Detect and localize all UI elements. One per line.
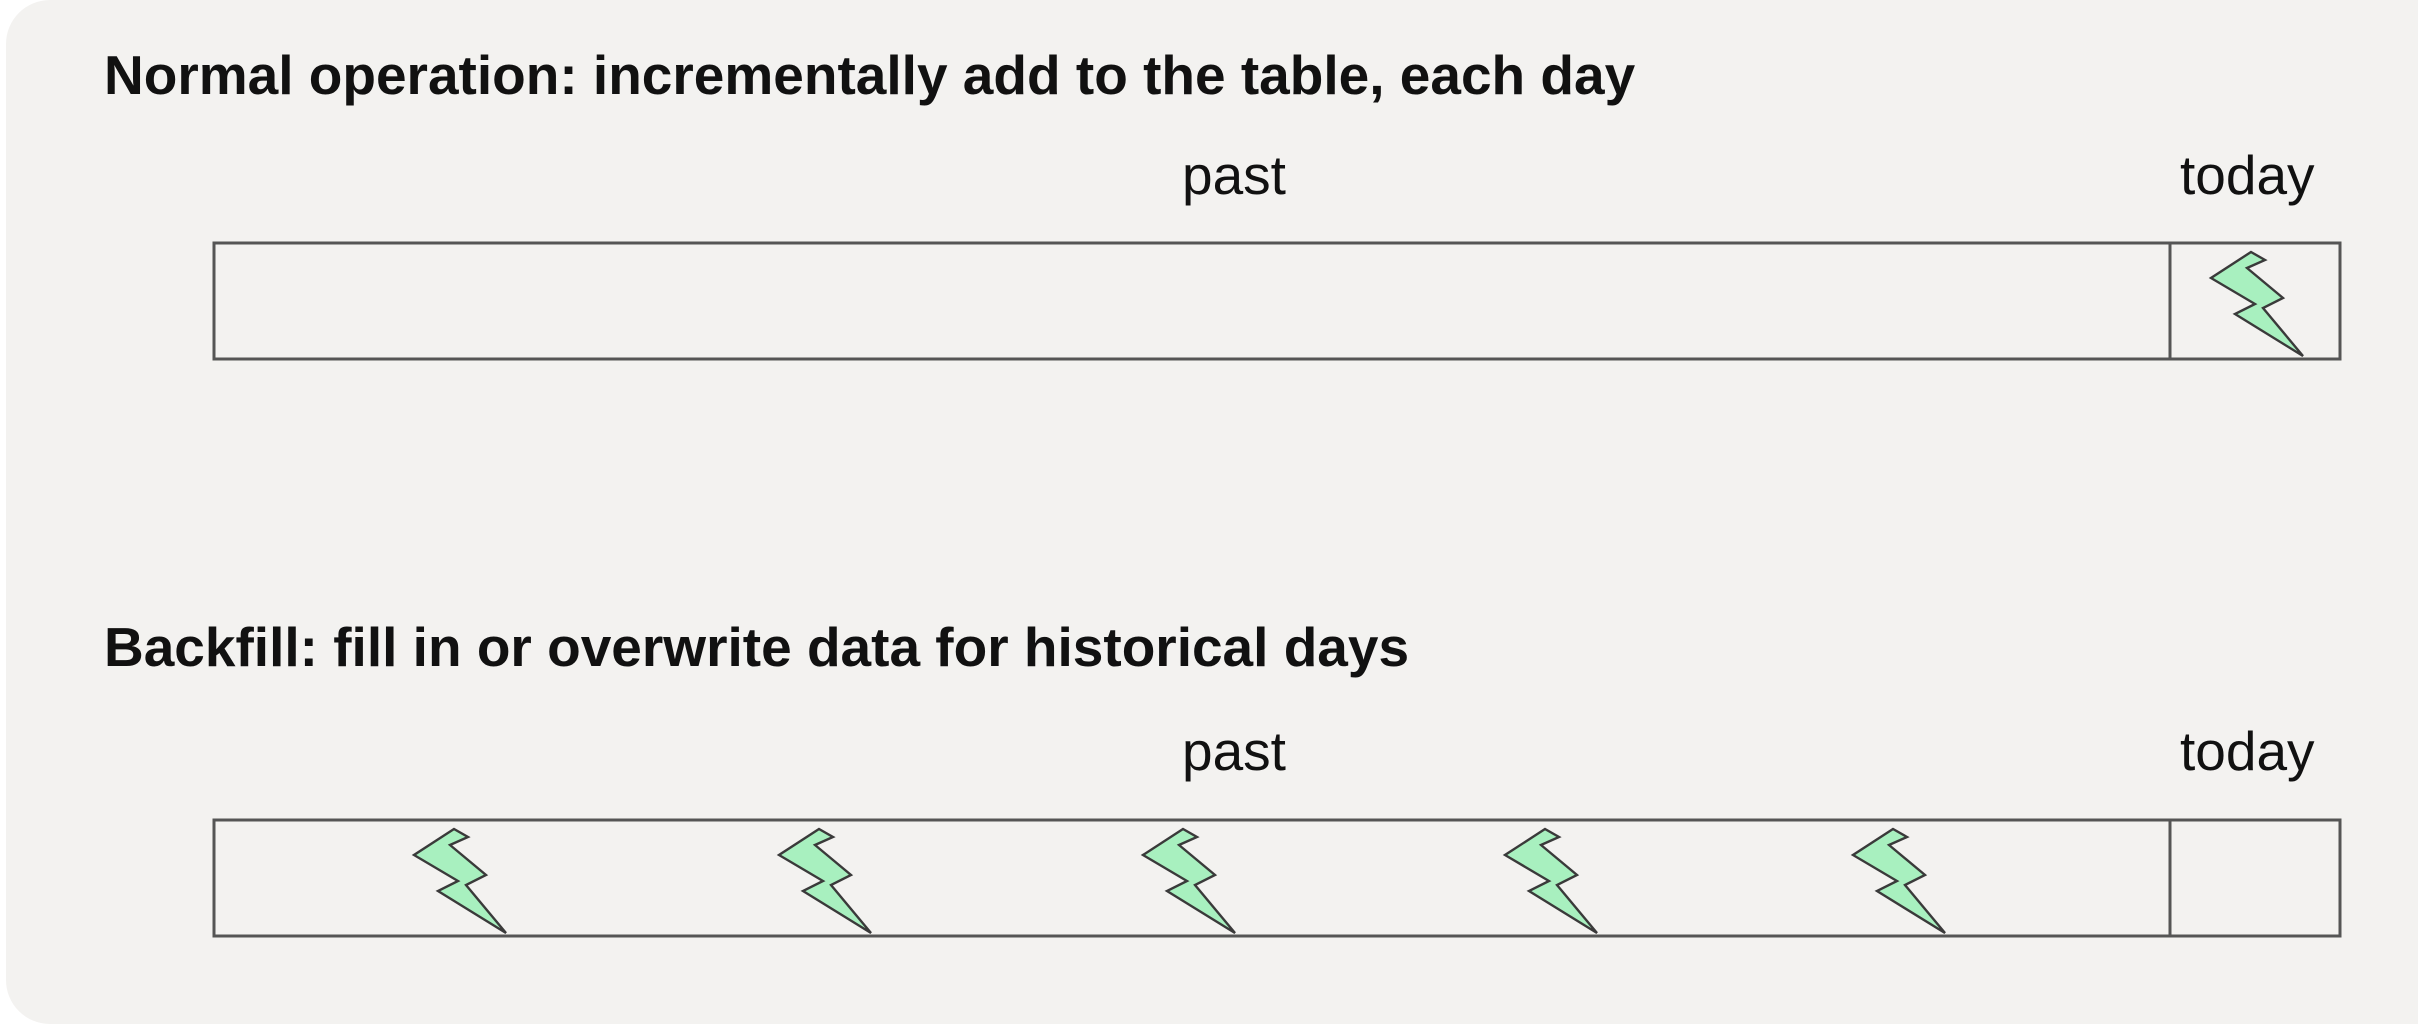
normal-past-label: past: [1182, 144, 1286, 206]
normal-timeline: [212, 241, 2342, 361]
normal-today-label: today: [2180, 144, 2315, 206]
backfill-today-segment: [2168, 818, 2342, 938]
backfill-past-label: past: [1182, 720, 1286, 782]
diagram-card: [6, 0, 2418, 1024]
normal-past-segment: [212, 241, 2172, 361]
lightning-bolt-icon: [412, 827, 508, 935]
lightning-bolt-icon: [1503, 827, 1599, 935]
backfill-timeline: [212, 818, 2342, 938]
normal-today-segment: [2168, 241, 2342, 361]
lightning-bolt-icon: [1141, 827, 1237, 935]
lightning-bolt-icon: [777, 827, 873, 935]
backfill-today-label: today: [2180, 720, 2315, 782]
normal-operation-heading: Normal operation: incrementally add to t…: [104, 44, 1636, 106]
lightning-bolt-icon: [1851, 827, 1947, 935]
backfill-heading: Backfill: fill in or overwrite data for …: [104, 616, 1410, 678]
lightning-bolt-icon: [2209, 250, 2305, 358]
